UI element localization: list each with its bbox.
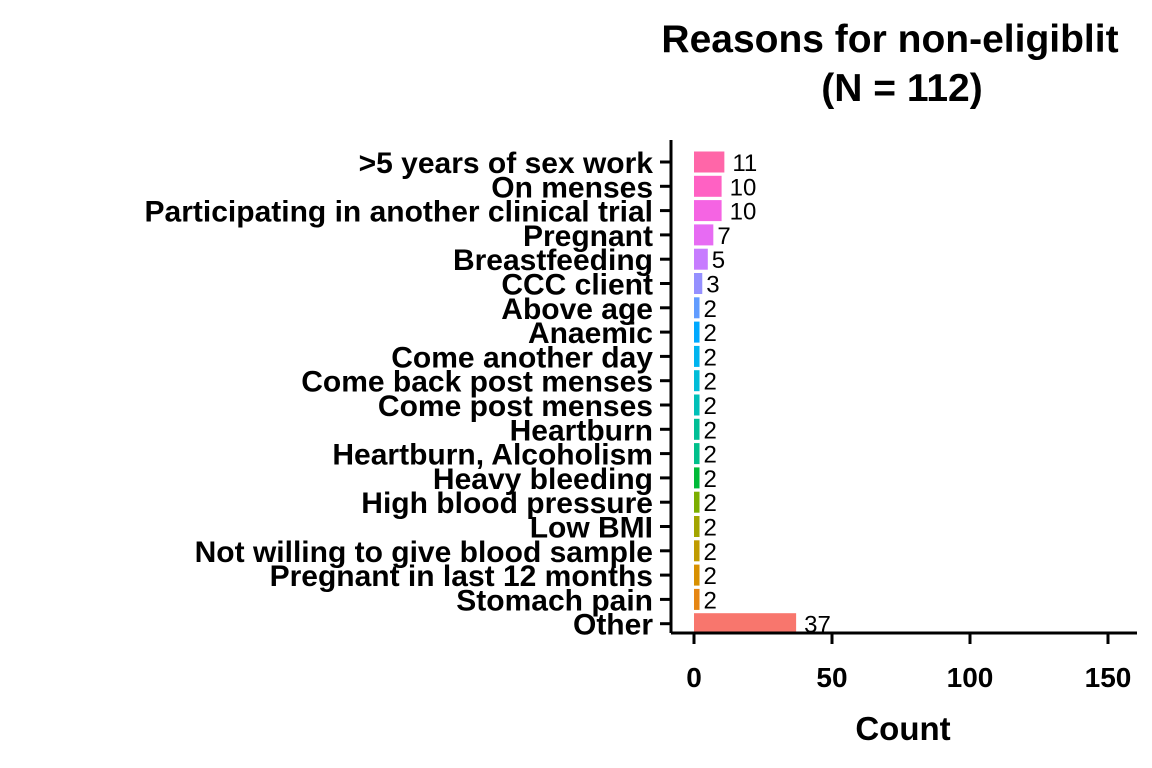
y-tick-label: Above age xyxy=(501,293,653,326)
data-label: 2 xyxy=(704,320,717,347)
data-label: 2 xyxy=(704,417,717,444)
bar xyxy=(694,394,700,416)
data-label: 7 xyxy=(717,223,730,250)
data-label: 2 xyxy=(704,539,717,566)
data-label: 2 xyxy=(704,587,717,614)
data-label: 2 xyxy=(704,515,717,542)
data-label: 37 xyxy=(804,612,831,639)
data-label: 3 xyxy=(706,272,719,299)
data-label: 11 xyxy=(732,150,757,177)
bar xyxy=(694,418,700,440)
bar xyxy=(694,443,700,465)
bar xyxy=(694,491,700,513)
data-label: 5 xyxy=(712,247,725,274)
data-label: 2 xyxy=(704,466,717,493)
bar xyxy=(694,467,700,489)
y-tick-label: Come back post menses xyxy=(301,366,653,399)
x-tick-label: 150 xyxy=(1085,662,1132,693)
bar xyxy=(694,564,700,586)
x-tick-label: 100 xyxy=(947,662,994,693)
y-tick-label: Pregnant in last 12 months xyxy=(270,560,653,593)
x-tick-label: 50 xyxy=(816,662,847,693)
bar xyxy=(694,297,700,319)
y-tick-label: Stomach pain xyxy=(456,584,653,617)
bar xyxy=(694,200,722,222)
bar xyxy=(694,516,700,537)
bar xyxy=(694,370,700,392)
y-tick-label: Heartburn xyxy=(510,414,653,447)
y-tick-label: Heartburn, Alcoholism xyxy=(332,439,653,472)
bar xyxy=(694,151,725,173)
y-tick-label: CCC client xyxy=(501,269,653,302)
data-label: 2 xyxy=(704,296,717,323)
data-label: 2 xyxy=(704,369,717,396)
bar xyxy=(694,175,722,197)
y-tick-label: Participating in another clinical trial xyxy=(145,196,653,229)
x-tick-label: 0 xyxy=(686,662,702,693)
data-label: 2 xyxy=(704,442,717,469)
bar xyxy=(694,224,714,246)
y-tick-label: High blood pressure xyxy=(361,487,653,520)
y-tick-label: Other xyxy=(573,609,653,642)
y-tick-label: Anaemic xyxy=(528,317,653,350)
data-label: 2 xyxy=(704,393,717,420)
bar xyxy=(694,588,700,610)
y-tick-label: Not willing to give blood sample xyxy=(195,536,653,569)
bar xyxy=(694,273,703,294)
bar xyxy=(694,321,700,343)
data-label: 10 xyxy=(730,174,757,201)
y-tick-label: Breastfeeding xyxy=(453,244,653,277)
x-axis-label: Count xyxy=(855,710,950,747)
bar xyxy=(694,613,797,635)
data-label: 2 xyxy=(704,344,717,371)
y-tick-label: Heavy bleeding xyxy=(433,463,653,496)
y-tick-label: Come post menses xyxy=(378,390,653,423)
bar xyxy=(694,345,700,367)
data-label: 2 xyxy=(704,563,717,590)
bar xyxy=(694,540,700,562)
bars-group xyxy=(694,151,797,635)
chart-title: Reasons for non-eligiblit xyxy=(661,18,1118,61)
y-tick-label: Pregnant xyxy=(523,220,653,253)
y-tick-label: Low BMI xyxy=(530,512,653,545)
x-axis-ticks: 0 50 100 150 xyxy=(686,633,1131,693)
y-tick-label: On menses xyxy=(491,171,653,204)
data-label: 10 xyxy=(730,199,757,226)
chart-subtitle: (N = 112) xyxy=(821,67,983,110)
y-tick-label: Come another day xyxy=(391,341,653,374)
y-tick-label: >5 years of sex work xyxy=(359,147,654,180)
bar xyxy=(694,248,708,270)
data-label: 2 xyxy=(704,490,717,517)
